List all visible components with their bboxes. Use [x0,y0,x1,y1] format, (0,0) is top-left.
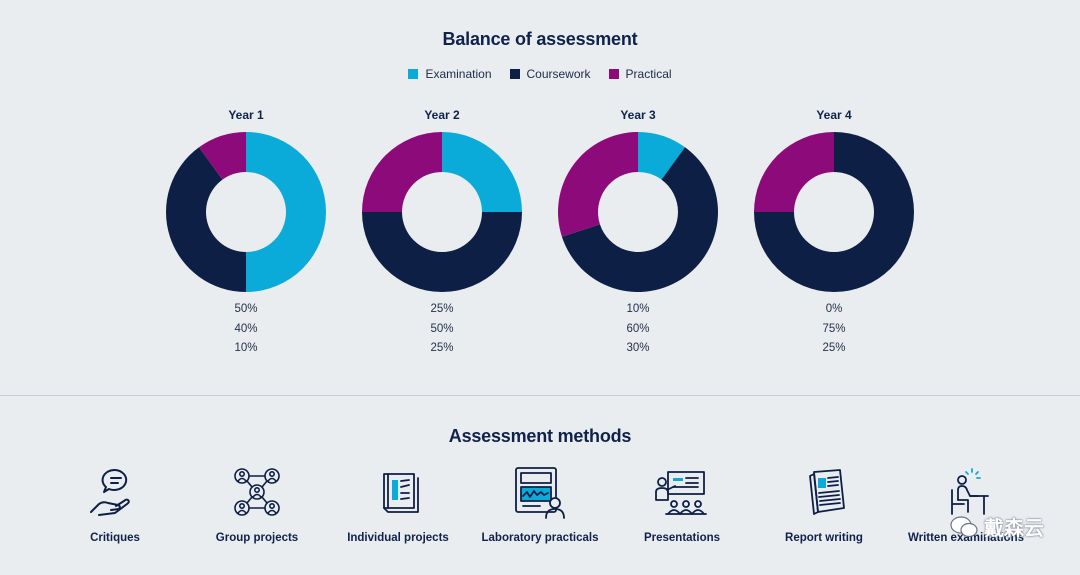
year-1-coursework-value: 40% [234,322,258,335]
legend: Examination Coursework Practical [0,67,1080,81]
year-3-coursework-slice [561,147,718,292]
method-written-examinations: Written examinations [896,466,1036,544]
presentation-icon [655,471,707,515]
year-4-practical-slice [754,132,834,212]
legend-item-examination: Examination [408,67,492,81]
method-label-individual-projects: Individual projects [347,532,449,544]
method-label-written-examinations: Written examinations [907,532,1025,544]
legend-swatch-coursework [509,69,520,79]
year-2-chart: Year 2 25% 50% 25% [352,108,532,359]
year-4-chart: Year 4 0% 75% 25% [744,108,924,359]
chart-title: Balance of assessment [442,29,638,49]
year-4-title: Year 4 [816,108,852,122]
method-label-critiques: Critiques [90,532,140,544]
year-3-title: Year 3 [620,108,656,122]
section-divider [0,395,1080,396]
group-network-icon [234,468,280,516]
year-1-examination-slice [246,132,326,292]
speech-hand-icon [90,468,130,516]
year-4-examination-value: 0% [825,303,843,315]
wechat-icon [950,515,978,537]
year-2-coursework-slice [362,212,522,292]
method-label-laboratory-practicals: Laboratory practicals [481,532,599,544]
year-3-examination-slice [638,132,686,180]
legend-label-examination: Examination [425,67,492,81]
legend-swatch-examination [408,69,419,79]
method-presentations: Presentations [612,466,752,544]
year-3-examination-value: 10% [626,303,650,315]
year-3-chart: Year 3 10% 60% 30% [548,108,728,359]
lab-machine-icon [515,467,565,519]
method-critiques: Critiques [45,466,185,544]
year-3-practical-slice [558,132,638,237]
year-1-chart: Year 1 50% 40% 10% [156,108,336,359]
method-label-presentations: Presentations [643,532,721,544]
year-4-practical-value: 25% [822,342,846,354]
method-group-projects: Group projects [187,466,327,544]
year-1-title: Year 1 [228,108,264,122]
exam-desk-icon [951,468,989,515]
method-label-group-projects: Group projects [215,532,299,544]
year-1-practical-slice [198,132,246,180]
year-2-coursework-value: 50% [430,322,454,335]
year-3-donut [558,132,718,292]
year-2-practical-slice [362,132,442,212]
legend-label-practical: Practical [625,67,672,81]
legend-item-coursework: Coursework [509,67,591,81]
method-individual-projects: Individual projects [328,466,468,544]
year-1-coursework-slice [166,147,246,292]
watermark-text: 戴森云 [984,518,1044,540]
legend-label-coursework: Coursework [526,67,591,81]
year-4-coursework-slice [754,132,914,292]
report-icon [809,469,845,515]
watermark: 戴森云 [950,512,1044,541]
method-laboratory-practicals: Laboratory practicals [470,466,610,544]
year-3-coursework-value: 60% [626,322,650,335]
method-report-writing: Report writing [754,466,894,544]
year-4-donut [754,132,914,292]
book-icon [383,473,419,513]
year-2-donut [362,132,522,292]
year-2-title: Year 2 [424,108,460,122]
method-label-report-writing: Report writing [785,532,863,544]
year-2-practical-value: 25% [430,342,454,354]
year-3-practical-value: 30% [626,342,650,354]
legend-item-practical: Practical [608,67,672,81]
year-1-practical-value: 10% [234,342,258,354]
year-1-examination-value: 50% [234,303,258,315]
year-1-donut [166,132,326,292]
year-2-examination-slice [442,132,522,212]
methods-title: Assessment methods [448,426,632,446]
year-2-examination-value: 25% [430,303,454,315]
year-4-coursework-value: 75% [822,322,846,335]
legend-swatch-practical [608,69,619,79]
